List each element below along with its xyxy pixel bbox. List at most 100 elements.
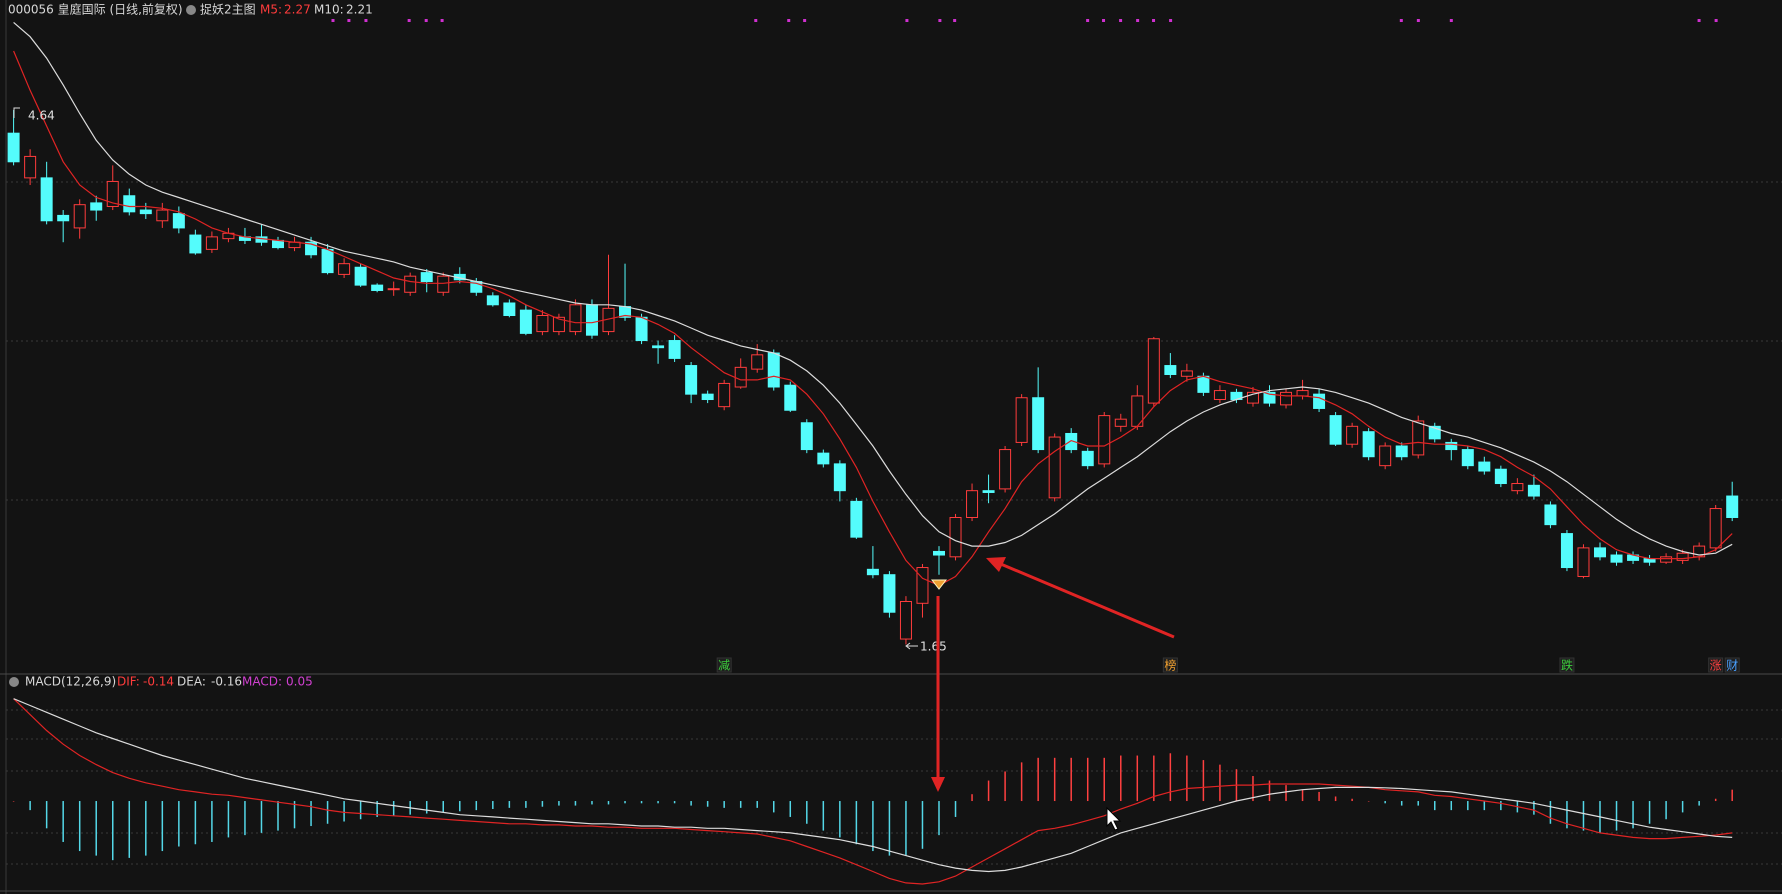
macd-bar (145, 801, 147, 856)
candle-body (817, 452, 830, 465)
indicator-name[interactable]: 捉妖2主图 (200, 2, 256, 17)
candle-body (536, 315, 549, 333)
macd-bar (244, 801, 246, 836)
candle-body (437, 275, 450, 293)
ma10-label: M10: (314, 3, 344, 17)
macd-bar (574, 801, 577, 806)
macd-bar (1004, 771, 1006, 802)
candle-body (7, 132, 20, 163)
candle-body (1577, 547, 1590, 577)
macd-bar (178, 801, 180, 847)
macd-bar (1334, 796, 1337, 802)
macd-bar (29, 801, 31, 811)
macd-bar (1268, 780, 1271, 802)
macd-bar (78, 801, 81, 852)
candle-body (1197, 375, 1210, 393)
candle-body (1065, 432, 1078, 451)
macd-bar (1037, 757, 1039, 802)
low-pointer-head (905, 642, 911, 650)
candle-body (1544, 504, 1557, 526)
indicator-icon[interactable] (186, 5, 196, 15)
macd-bar (1070, 757, 1072, 802)
candle-body (899, 601, 912, 640)
candle-body (1594, 547, 1606, 558)
candle-body (1560, 533, 1573, 569)
candle-body (1015, 397, 1028, 443)
signal-dot (953, 19, 957, 22)
macd-bar (607, 801, 610, 805)
macd-bar (492, 801, 494, 809)
macd-bar (1632, 801, 1634, 829)
signal-dot (1399, 19, 1403, 22)
candle-body (1709, 508, 1722, 549)
macd-bar (128, 801, 131, 858)
macd-bar (475, 801, 478, 811)
macd-bar (558, 801, 560, 806)
candle-body (189, 234, 202, 254)
signal-tag-box (1559, 657, 1575, 673)
candle-body (585, 304, 598, 336)
dif-value: -0.14 (143, 675, 174, 689)
signal-dot (1136, 19, 1140, 22)
macd-title[interactable]: MACD(12,26,9) (25, 675, 116, 689)
macd-bar (1153, 755, 1155, 802)
candle-body (1346, 425, 1359, 445)
signal-tag: 减 (718, 659, 730, 673)
candle-body (1412, 420, 1425, 456)
macd-bar (1434, 801, 1436, 811)
macd-bar (773, 801, 775, 813)
macd-icon[interactable] (9, 677, 19, 687)
macd-bar (161, 801, 164, 852)
candle-body (321, 248, 334, 274)
macd-bar (1202, 760, 1205, 802)
candle-body (1147, 338, 1160, 404)
candle-body (800, 422, 813, 451)
macd-bar (673, 801, 676, 804)
candle-body (999, 449, 1012, 490)
signal-tag: 涨 (1710, 658, 1722, 673)
macd-bar (45, 801, 48, 829)
signal-tag: 跌 (1561, 658, 1573, 673)
candle-body (652, 345, 665, 349)
candle-body (866, 568, 879, 576)
signal-tag-box (1162, 657, 1178, 673)
candle-body (1032, 397, 1045, 451)
candle-body (1313, 393, 1326, 409)
macd-bar (1186, 755, 1188, 802)
signal-diamond (930, 579, 948, 590)
macd-bar (872, 801, 874, 852)
macd-bar (227, 801, 230, 838)
macd-bar (1053, 757, 1056, 802)
signal-dot (1714, 19, 1718, 22)
macd-bar (442, 801, 444, 813)
dif-label: DIF: (117, 675, 140, 689)
candle-body (1660, 556, 1673, 563)
candle-body (701, 393, 714, 401)
signal-dot (1697, 19, 1701, 22)
signal-dot (1169, 19, 1173, 22)
macd-bar (1566, 801, 1568, 829)
moving-average-line (13, 21, 1733, 556)
macd-bar (1301, 789, 1304, 802)
candle-body (1296, 390, 1309, 397)
candle-body (933, 550, 945, 556)
signal-dot (331, 19, 335, 22)
macd-bar (1285, 785, 1287, 802)
candle-body (1362, 431, 1375, 458)
macd-bar (1582, 801, 1585, 831)
macd-bar (1020, 762, 1023, 802)
macd-bar (1252, 776, 1254, 802)
macd-bar (789, 801, 792, 817)
macd-bar (1417, 801, 1419, 806)
macd-bar (1467, 801, 1469, 811)
candle-body (272, 239, 284, 249)
dea-label: DEA: (177, 675, 206, 689)
annotation-arrow (995, 560, 1175, 639)
candle-body (123, 195, 136, 213)
macd-bar (624, 801, 626, 804)
macd-bar (1648, 801, 1651, 824)
macd-bar (640, 801, 643, 804)
low-label: 1.65 (920, 640, 947, 654)
macd-bar (1500, 801, 1502, 811)
